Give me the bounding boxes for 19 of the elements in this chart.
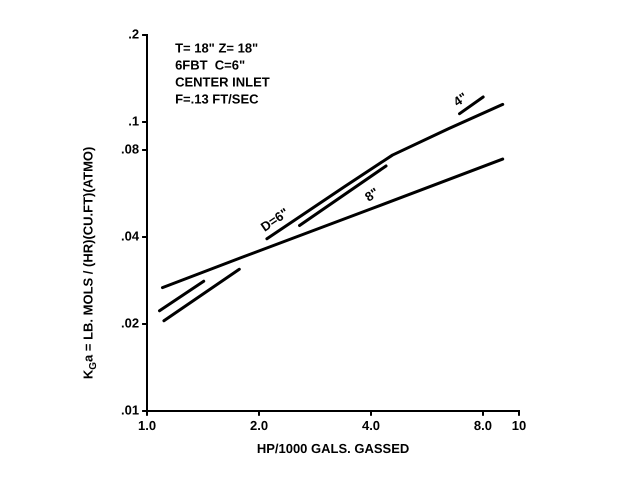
y-tick-label: .04 — [120, 228, 140, 244]
annotation: 4" — [450, 89, 470, 110]
annotation: 6FBT C=6" — [175, 58, 246, 73]
y-axis-title: KGa = LB. MOLS / (HR)(CU.FT)(ATMO) — [80, 146, 99, 380]
y-tick-label: .2 — [128, 26, 140, 42]
y-tick-label: .08 — [120, 142, 140, 157]
x-tick-label: 4.0 — [362, 418, 380, 434]
y-tick-label: .1 — [128, 114, 140, 129]
annotation: F=.13 FT/SEC — [175, 92, 260, 107]
annotation: T= 18" Z= 18" — [175, 40, 258, 56]
x-tick-label: 8.0 — [474, 418, 492, 434]
annotation: 8" — [362, 184, 382, 205]
x-axis-title: HP/1000 GALS. GASSED — [256, 440, 410, 456]
annotation: CENTER INLET — [175, 74, 270, 90]
y-tick-label: .01 — [120, 402, 140, 418]
y-tick-label: .02 — [120, 315, 140, 330]
x-tick-label: 2.0 — [250, 418, 268, 434]
x-tick-label: 10 — [512, 418, 526, 434]
x-tick-label: 1.0 — [138, 418, 156, 434]
